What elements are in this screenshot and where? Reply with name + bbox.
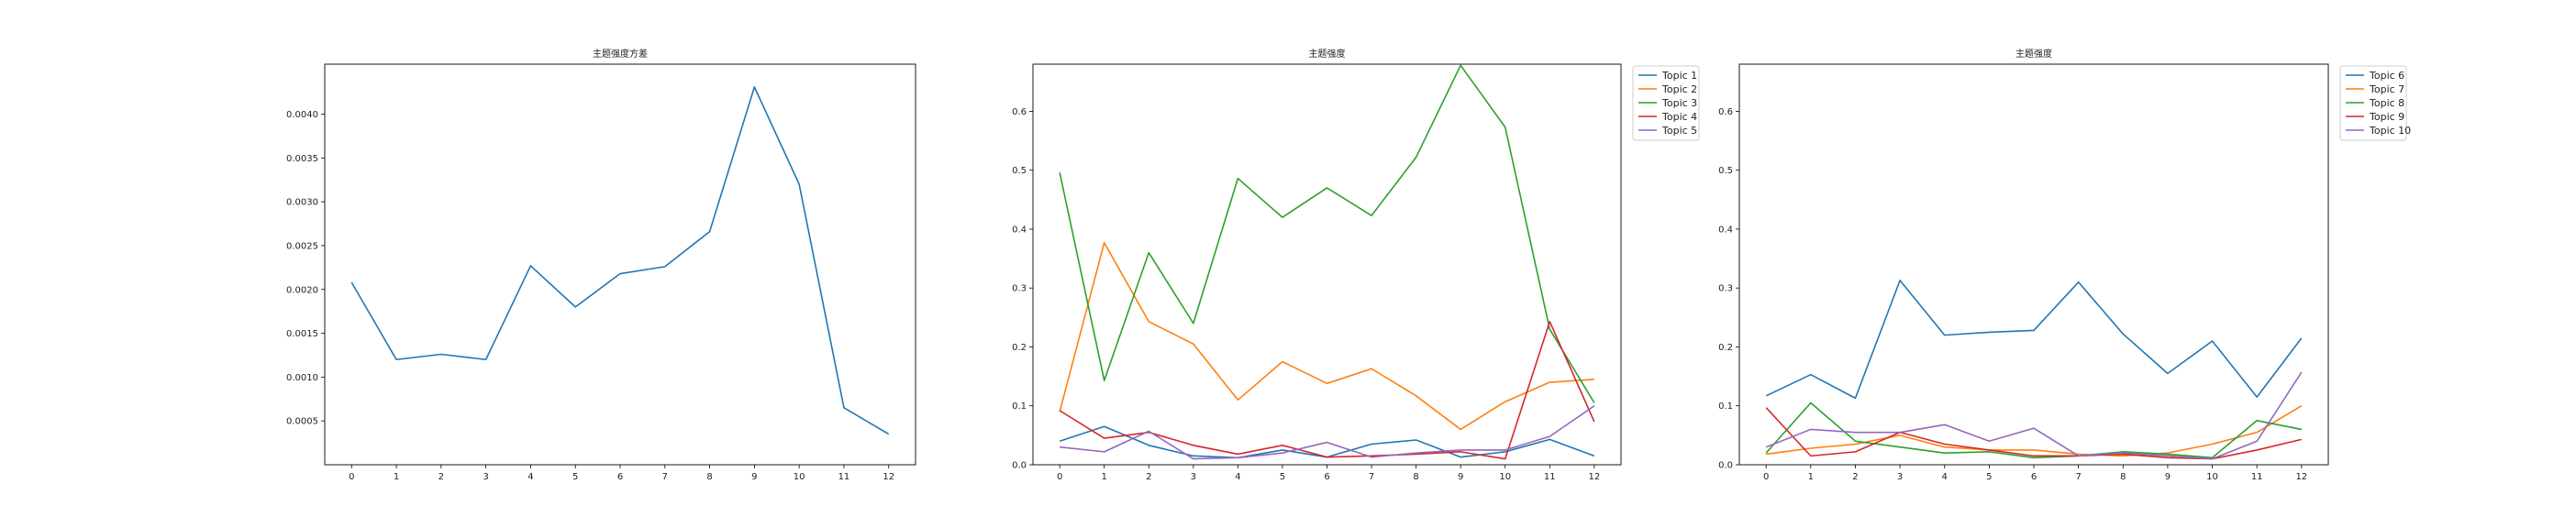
x-tick-label: 11: [838, 472, 850, 482]
series-line-topic-5: [1060, 405, 1595, 460]
y-tick-label: 0.0035: [286, 154, 318, 164]
x-tick-label: 10: [794, 472, 805, 482]
x-tick-label: 9: [2165, 472, 2171, 482]
series-line-topic-10: [1765, 371, 2303, 460]
x-tick-label: 9: [1458, 472, 1463, 482]
x-tick-label: 1: [1102, 472, 1107, 482]
y-tick-label: 0.2: [1718, 343, 1733, 353]
legend-label: Topic 4: [1661, 111, 1697, 123]
x-tick-label: 2: [1146, 472, 1151, 482]
series-line-variance: [350, 86, 890, 435]
y-tick-label: 0.0: [1718, 461, 1733, 471]
x-tick-label: 7: [2075, 472, 2081, 482]
y-tick-label: 0.6: [1718, 107, 1733, 117]
y-tick-label: 0.3: [1718, 284, 1733, 294]
x-tick-label: 7: [1369, 472, 1374, 482]
x-tick-label: 12: [2295, 472, 2307, 482]
x-tick-label: 3: [1897, 472, 1903, 482]
x-tick-label: 11: [2251, 472, 2263, 482]
x-tick-label: 2: [1852, 472, 1858, 482]
x-tick-label: 6: [617, 472, 623, 482]
x-tick-label: 8: [706, 472, 712, 482]
legend-label: Topic 5: [1661, 125, 1697, 137]
x-tick-label: 5: [1986, 472, 1992, 482]
x-tick-label: 8: [1413, 472, 1418, 482]
legend-label: Topic 2: [1661, 83, 1697, 95]
y-tick-label: 0.3: [1012, 284, 1027, 294]
legend-label: Topic 6: [2369, 70, 2404, 82]
x-tick-label: 7: [662, 472, 668, 482]
x-tick-label: 12: [883, 472, 894, 482]
x-tick-label: 0: [1057, 472, 1062, 482]
series-line-topic-4: [1059, 321, 1595, 460]
x-tick-label: 6: [1324, 472, 1329, 482]
x-tick-label: 3: [483, 472, 488, 482]
y-tick-label: 0.0030: [286, 198, 318, 208]
x-tick-label: 8: [2120, 472, 2126, 482]
x-tick-label: 10: [1499, 472, 1511, 482]
y-tick-label: 0.0: [1012, 461, 1027, 471]
chart-title: 主题强度方差: [593, 48, 648, 60]
y-tick-label: 0.2: [1012, 343, 1027, 353]
y-tick-label: 0.0015: [286, 329, 318, 339]
y-tick-label: 0.0010: [286, 373, 318, 383]
legend-label: Topic 9: [2369, 111, 2404, 123]
x-tick-label: 6: [2031, 472, 2037, 482]
x-tick-label: 11: [1544, 472, 1556, 482]
y-tick-label: 0.1: [1718, 402, 1733, 412]
x-tick-label: 1: [1808, 472, 1814, 482]
legend-label: Topic 8: [2369, 97, 2404, 109]
x-tick-label: 9: [751, 472, 757, 482]
x-tick-label: 2: [439, 472, 444, 482]
x-tick-label: 12: [1588, 472, 1600, 482]
chart-title: 主题强度: [1309, 48, 1346, 60]
legend-label: Topic 3: [1661, 97, 1697, 109]
y-tick-label: 0.0040: [286, 110, 318, 120]
series-line-topic-8: [1765, 402, 2302, 459]
y-tick-label: 0.0025: [286, 241, 318, 251]
x-tick-label: 5: [572, 472, 578, 482]
legend-label: Topic 7: [2369, 83, 2404, 95]
x-tick-label: 10: [2206, 472, 2218, 482]
x-tick-label: 0: [1763, 472, 1769, 482]
legend-box: [1632, 65, 1700, 141]
y-tick-label: 0.0020: [286, 285, 318, 295]
y-tick-label: 0.6: [1012, 107, 1027, 117]
y-tick-label: 0.0005: [286, 417, 318, 427]
legend-box: [2339, 65, 2407, 141]
series-line-topic-3: [1059, 64, 1595, 403]
x-tick-label: 4: [1235, 472, 1240, 482]
y-tick-label: 0.4: [1012, 225, 1027, 235]
series-line-topic-2: [1059, 241, 1594, 431]
x-tick-label: 3: [1191, 472, 1196, 482]
y-tick-label: 0.5: [1012, 166, 1027, 176]
series-line-topic-6: [1765, 280, 2303, 400]
x-tick-label: 0: [349, 472, 354, 482]
y-tick-label: 0.4: [1718, 225, 1733, 235]
legend-label: Topic 10: [2369, 125, 2411, 137]
y-tick-label: 0.1: [1012, 402, 1027, 412]
chart-title: 主题强度: [2015, 48, 2052, 60]
x-tick-label: 4: [527, 472, 533, 482]
legend-label: Topic 1: [1661, 70, 1697, 82]
x-tick-label: 4: [1942, 472, 1948, 482]
series-line-topic-7: [1766, 405, 2303, 457]
x-tick-label: 5: [1280, 472, 1285, 482]
x-tick-label: 1: [394, 472, 399, 482]
y-tick-label: 0.5: [1718, 166, 1733, 176]
